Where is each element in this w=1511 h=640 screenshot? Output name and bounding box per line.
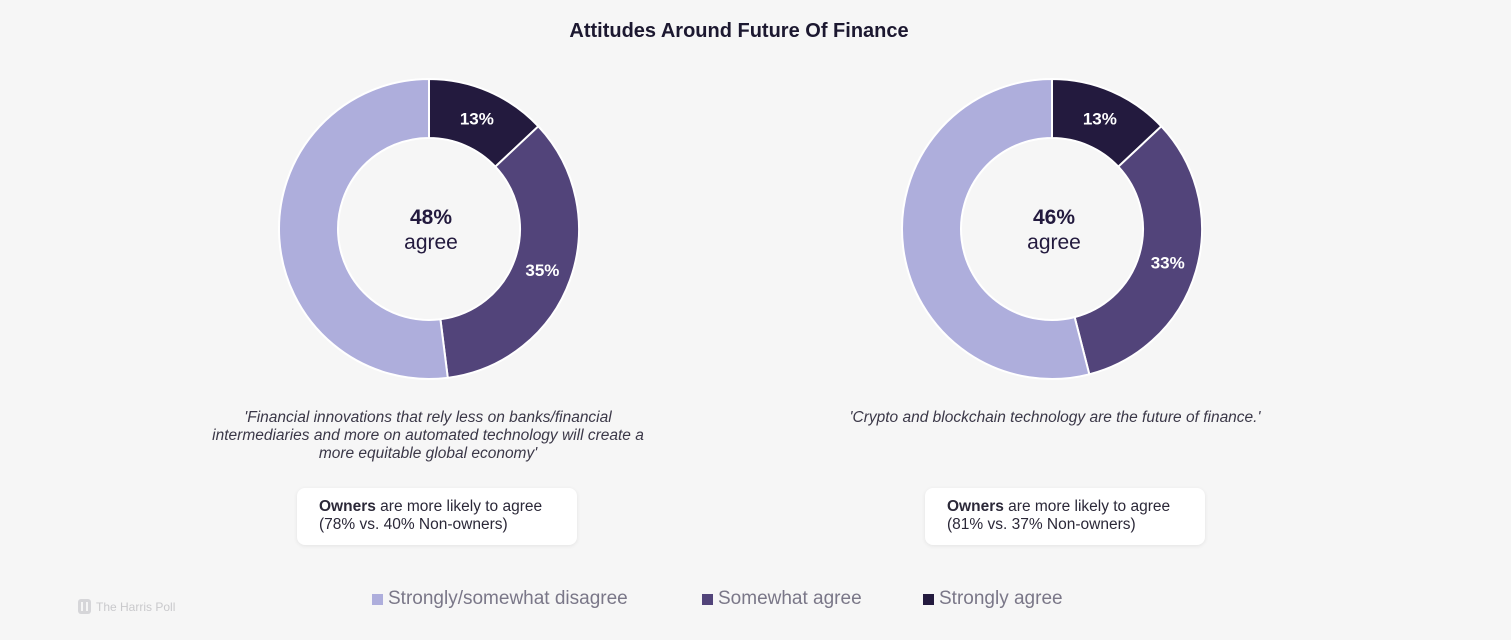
donut-chart-1: 13% 35% 48%agree <box>278 77 580 380</box>
owners-note-text: are more likely to agree <box>375 498 543 515</box>
owners-note-1: Owners are more likely to agree (78% vs.… <box>297 488 577 545</box>
center-label: agree <box>404 231 458 254</box>
data-label-slice-strongly-agree: 13% <box>1083 109 1117 128</box>
center-label: agree <box>1027 231 1081 254</box>
chart-title: Attitudes Around Future Of Finance <box>569 20 909 42</box>
legend-item-disagree: Strongly/somewhat disagree <box>372 588 628 610</box>
owners-note-text: are more likely to agree <box>1003 498 1171 515</box>
data-label-slice-somewhat-agree: 35% <box>525 261 559 280</box>
center-value: 46% <box>1033 206 1075 229</box>
donut-chart-2: 13% 33% 46%agree <box>901 77 1203 380</box>
slice-somewhat-agree <box>1073 124 1203 376</box>
data-label-slice-strongly-agree: 13% <box>460 109 494 128</box>
statement-2: 'Crypto and blockchain technology are th… <box>849 409 1261 426</box>
owners-note-bold: Owners <box>947 498 1004 515</box>
center-value: 48% <box>410 206 452 229</box>
owners-note-bold: Owners <box>319 498 376 515</box>
legend-label-somewhat-agree: Somewhat agree <box>718 588 862 609</box>
brand-text: The Harris Poll <box>96 599 176 614</box>
legend-item-somewhat-agree: Somewhat agree <box>702 588 862 610</box>
legend-label-disagree: Strongly/somewhat disagree <box>388 588 628 609</box>
harris-poll-logo-icon <box>78 599 91 614</box>
owners-note-2: Owners are more likely to agree (81% vs.… <box>925 488 1205 545</box>
data-label-slice-somewhat-agree: 33% <box>1151 254 1185 273</box>
legend-item-strongly-agree: Strongly agree <box>923 588 1063 610</box>
slice-disagree <box>278 77 449 380</box>
owners-note-stats: (81% vs. 37% Non-owners) <box>947 516 1136 533</box>
legend-label-strongly-agree: Strongly agree <box>939 588 1063 609</box>
brand-watermark: The Harris Poll <box>77 598 175 615</box>
legend-swatch-somewhat-agree <box>702 593 713 605</box>
slice-disagree <box>901 77 1091 380</box>
slice-somewhat-agree <box>439 124 580 379</box>
statement-1: 'Financial innovations that rely less on… <box>212 409 644 462</box>
legend-swatch-strongly-agree <box>923 593 934 605</box>
legend-swatch-disagree <box>372 593 383 605</box>
owners-note-stats: (78% vs. 40% Non-owners) <box>319 516 508 533</box>
